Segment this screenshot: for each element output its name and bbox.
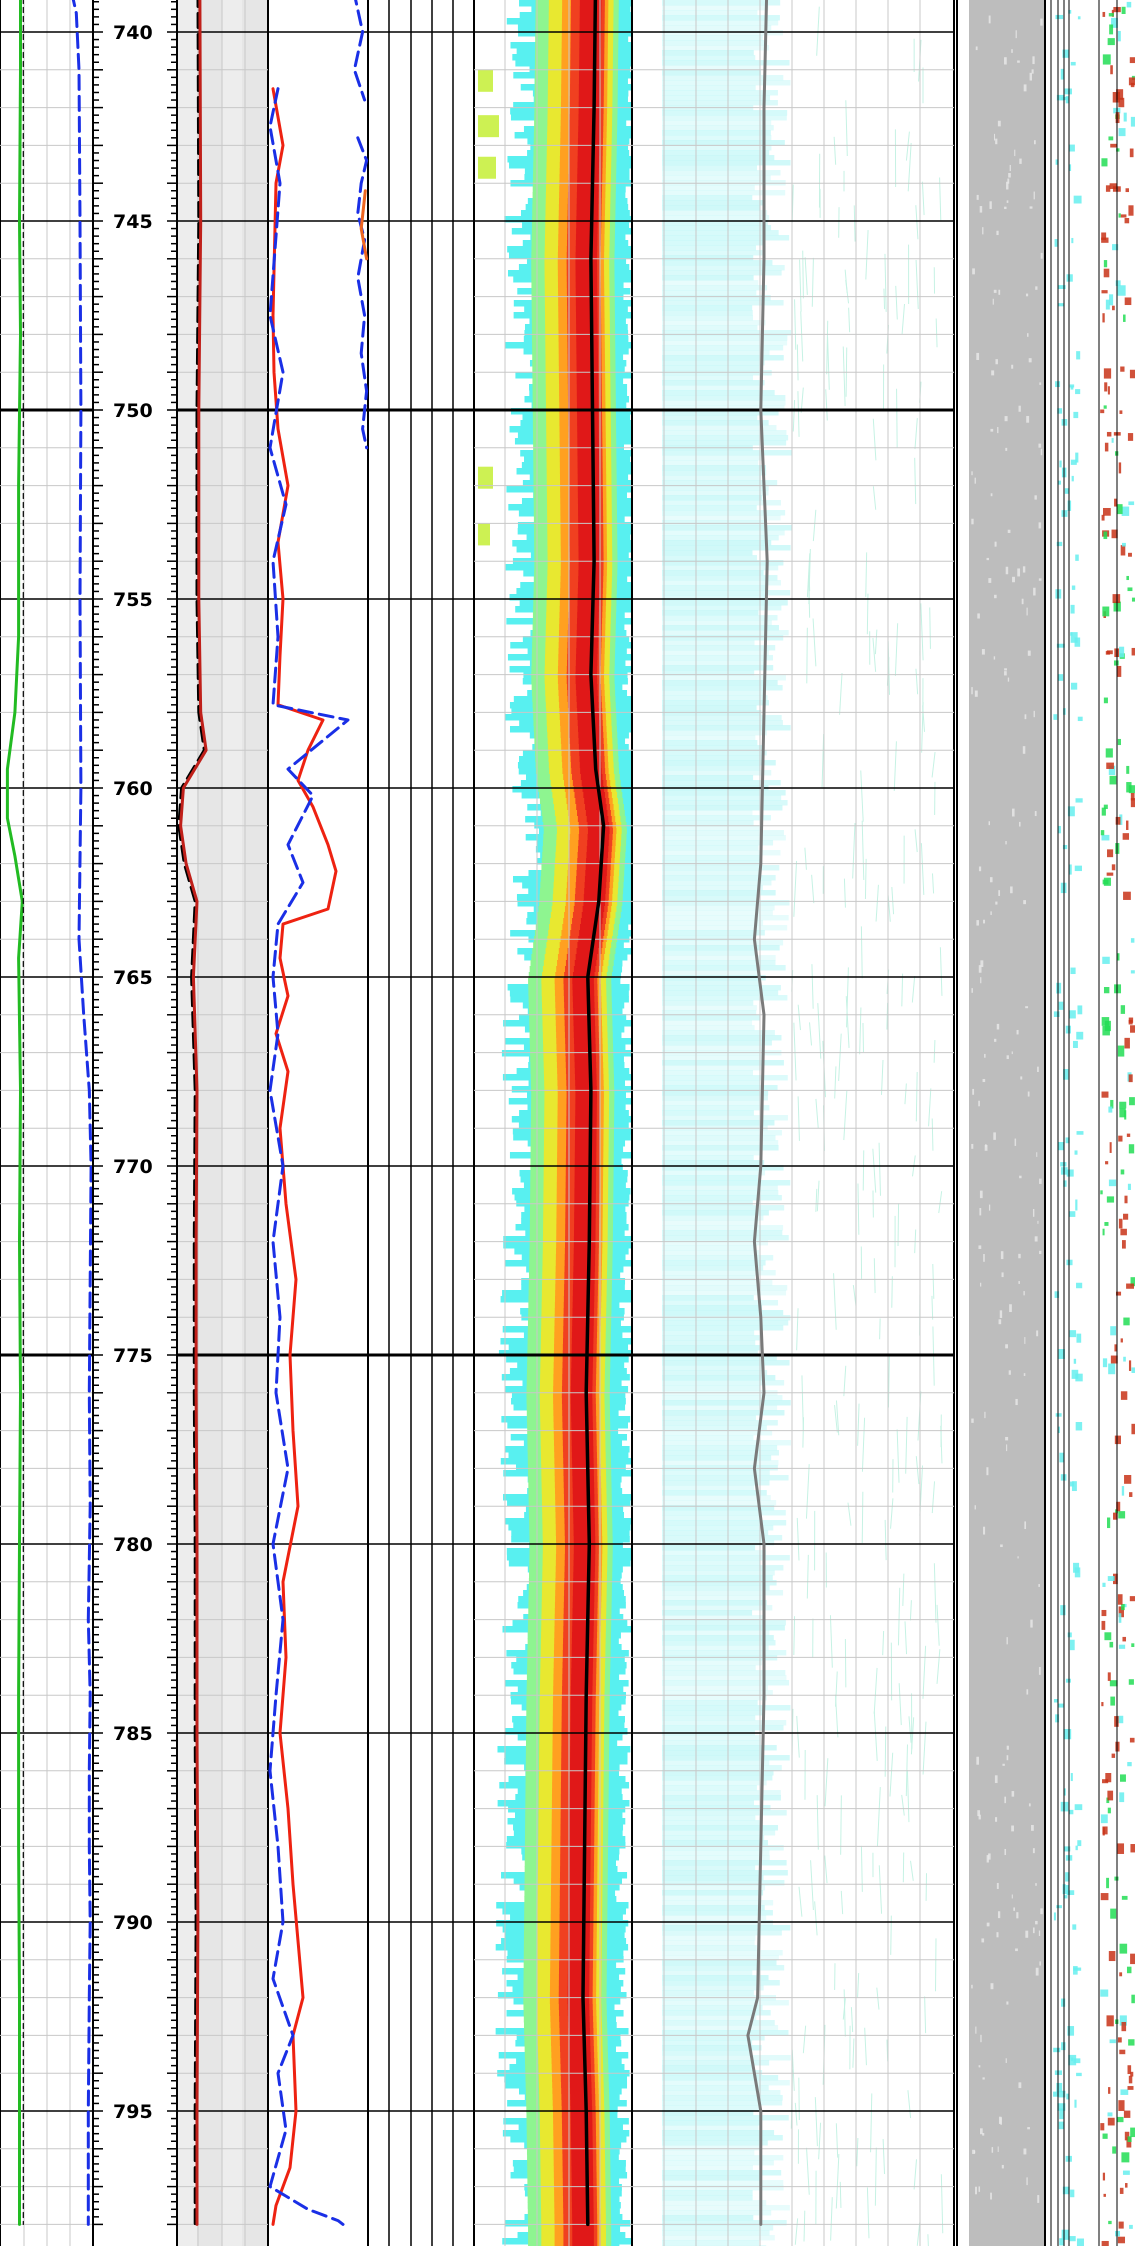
spectrum-heatmap: [478, 0, 632, 2246]
depth-label: 760: [113, 778, 153, 800]
track-1-curve-2: [71, 0, 93, 2226]
depth-label: 795: [113, 2101, 153, 2123]
faint-cyan-image: [662, 0, 944, 2246]
depth-label: 790: [113, 1912, 153, 1934]
track-3b-curve-1: [356, 136, 369, 450]
depth-label: 770: [113, 1156, 153, 1178]
gray-band-margin: [957, 0, 967, 2246]
track-3b-curve-0: [352, 0, 367, 102]
depth-track: 740 745 750 755 760 765 770 775 780 785 790 795: [92, 0, 178, 2246]
depth-label: 755: [113, 589, 153, 611]
track-2-curve-1: [179, 0, 208, 2226]
depth-label: 780: [113, 1534, 153, 1556]
track-6-curve-0: [746, 0, 769, 2226]
event-markers: [1053, 1, 1135, 2246]
track-5-curve-0: [581, 0, 606, 2227]
depth-track-bg: [93, 0, 177, 2246]
depth-label: 785: [113, 1723, 153, 1745]
depth-label: 775: [113, 1345, 153, 1367]
depth-label: 750: [113, 400, 153, 422]
gray-band: [969, 0, 1045, 2246]
track-3-curve-1: [268, 87, 350, 2226]
track-2-curve-0: [177, 0, 206, 2226]
depth-label: 740: [113, 22, 153, 44]
curves: [5, 0, 769, 2227]
depth-label: 745: [113, 211, 153, 233]
track-1-curve-0: [5, 0, 24, 2226]
track-images: [478, 0, 1135, 2246]
track-3b-curve-2: [359, 189, 369, 261]
depth-label: 765: [113, 967, 153, 989]
track-2-band: [222, 0, 242, 2246]
